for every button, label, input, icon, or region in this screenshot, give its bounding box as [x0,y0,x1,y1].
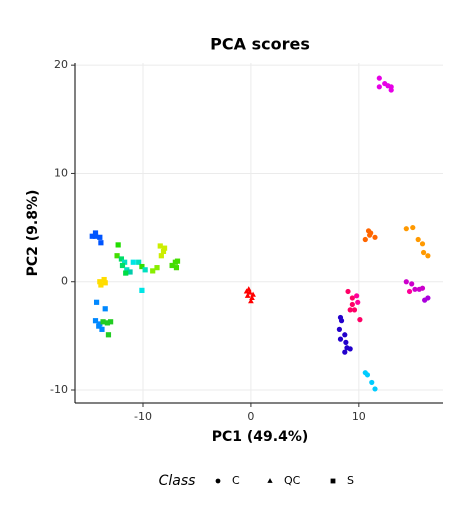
point [376,75,382,81]
point [100,319,106,325]
point [355,299,361,305]
point [349,301,355,308]
point [342,332,348,338]
y-tick-label: 10 [54,166,68,179]
point [372,234,378,240]
point [93,299,100,305]
point [102,280,108,286]
point [104,320,110,326]
point [99,326,105,332]
point [376,84,382,90]
x-tick-label: 10 [352,410,366,423]
point [97,234,103,240]
point [243,288,250,294]
point [337,336,344,342]
point [368,230,374,236]
legend-title: Class [159,473,196,489]
point [403,226,409,232]
point [101,276,107,283]
point [150,268,156,274]
point [114,253,120,259]
point [173,265,180,271]
point [139,287,145,293]
point [169,262,175,269]
point [105,332,112,338]
point [409,281,415,287]
point [89,233,95,239]
point [244,292,251,298]
x-tick-label: -10 [134,410,152,423]
point [160,248,167,255]
point [250,291,256,297]
point [403,279,409,285]
point [98,282,104,288]
point [92,318,99,324]
point [412,286,418,292]
point [122,259,128,265]
point [157,243,163,249]
point [342,349,348,355]
point [130,259,136,265]
point [406,288,413,295]
point [174,258,181,264]
point [364,372,371,378]
point [338,318,345,324]
point [248,298,254,304]
point [362,236,368,243]
point [142,267,148,273]
point [92,230,99,236]
point [369,379,375,386]
point [139,263,145,270]
point [419,241,426,247]
point [154,265,160,271]
point [119,262,126,269]
point [102,306,108,312]
y-tick-label: 20 [54,58,68,71]
point [388,84,394,90]
point [343,339,349,345]
point [123,270,129,276]
point [351,307,358,313]
point [422,297,428,303]
point [161,245,168,251]
y-axis-title: PC2 (9.8%) [25,190,41,277]
point [372,386,378,392]
x-axis-title: PC1 (49.4%) [212,429,309,445]
point [336,326,342,332]
legend-marker [215,478,221,484]
point [92,233,99,239]
y-tick-label: 0 [61,275,68,288]
legend-marker [330,478,336,484]
x-tick-label: 0 [247,410,254,423]
point [124,267,130,273]
point [96,323,102,329]
point [345,288,351,295]
point [349,295,355,301]
point [415,236,421,243]
point [425,253,431,259]
point [354,293,360,299]
point [158,253,164,259]
point [118,256,125,262]
point [108,319,114,325]
point [420,249,427,256]
y-tick-label: -10 [50,383,68,396]
point [127,269,133,275]
point [344,345,350,351]
point [410,224,416,231]
legend-label: S [347,474,354,487]
point [347,307,353,313]
point [98,240,104,246]
point [136,259,142,265]
point [115,242,121,248]
legend-marker [267,478,273,483]
legend-label: QC [284,474,301,487]
point [419,285,426,291]
legend-label: C [232,474,240,487]
chart-title: PCA scores [210,35,310,54]
point [357,317,363,323]
point [97,279,103,285]
